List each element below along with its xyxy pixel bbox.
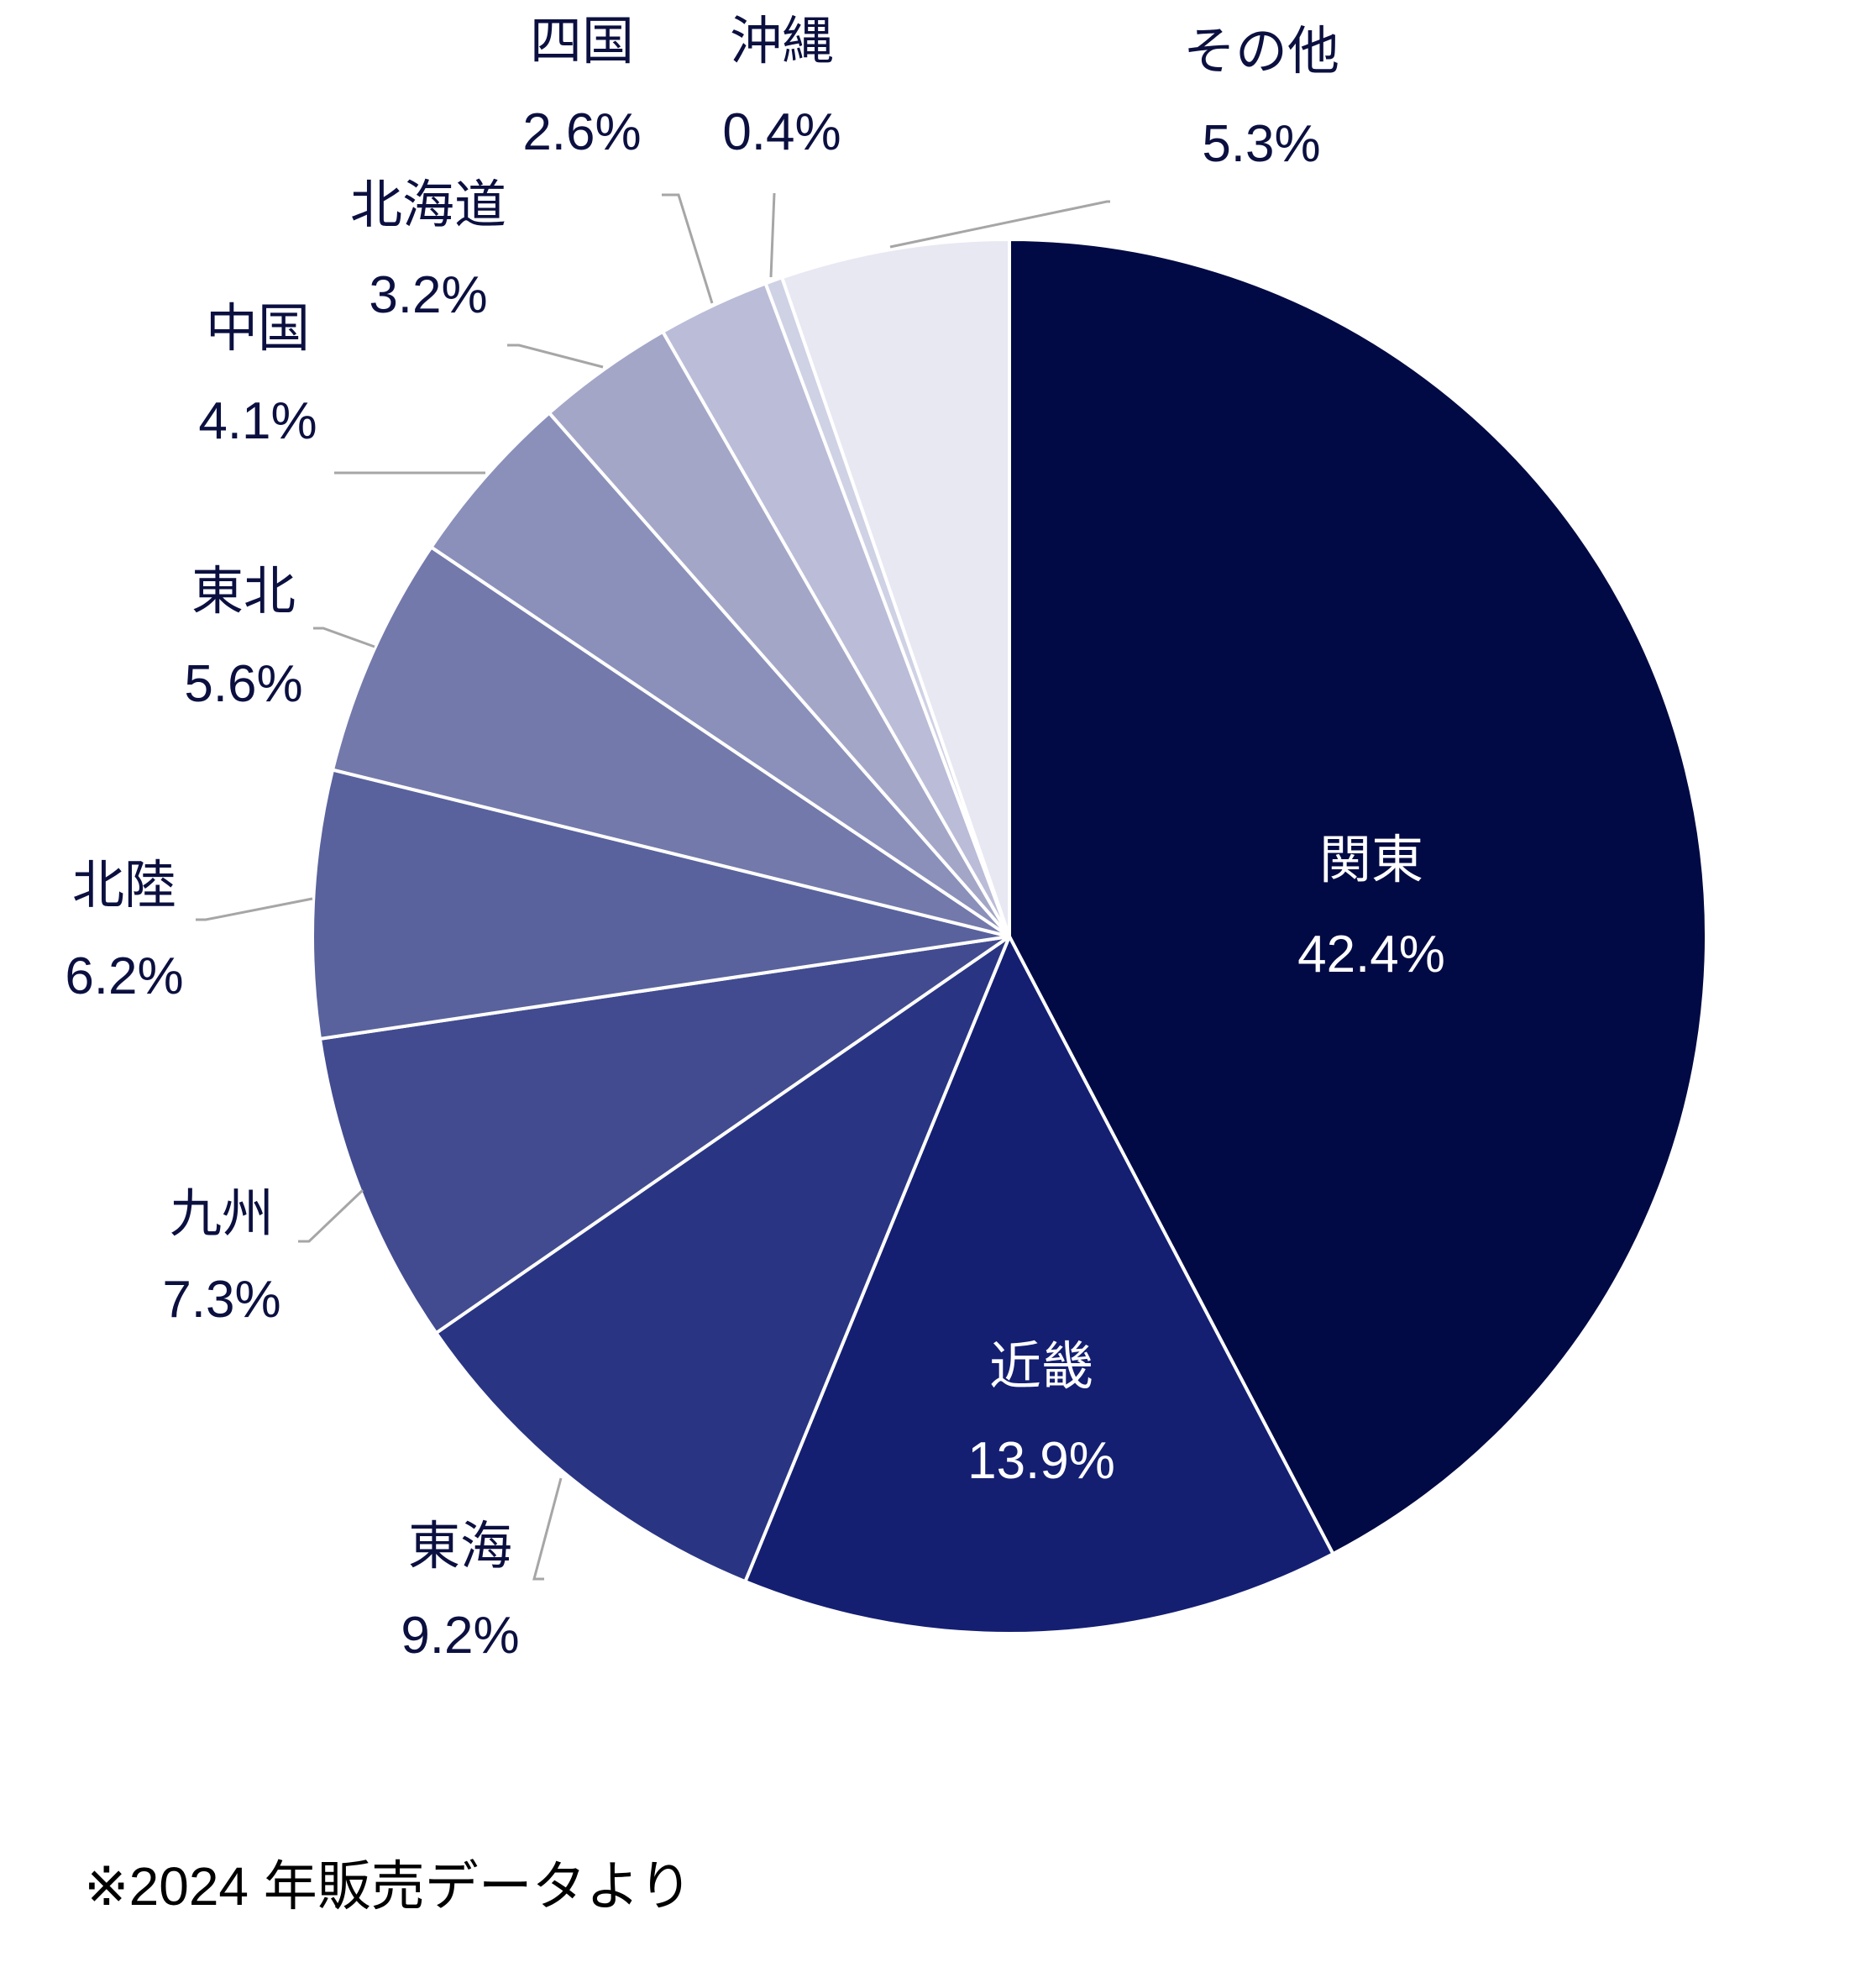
leader-lines — [196, 192, 1110, 1581]
slice-value-label: 5.6% — [184, 655, 302, 713]
slice-name-label: 近畿 — [989, 1338, 1093, 1396]
slice-name-label: 九州 — [170, 1185, 274, 1243]
slice-value-label: 4.1% — [198, 392, 317, 450]
slice-value-label: 6.2% — [65, 947, 183, 1005]
leader-line-8 — [507, 344, 604, 369]
slice-value-label: 0.4% — [722, 103, 841, 161]
leader-line-9 — [662, 193, 714, 304]
slice-value-label: 42.4% — [1297, 926, 1445, 984]
pie-slice-5 — [311, 768, 1011, 1041]
pie-slice-11 — [780, 238, 1011, 938]
slice-name-label: その他 — [1183, 23, 1339, 81]
slice-name-label: 関東 — [1319, 831, 1423, 889]
slice-value-label: 7.3% — [162, 1271, 280, 1329]
leader-line-5 — [196, 897, 313, 921]
pie-slice-7 — [429, 411, 1011, 938]
slice-value-label: 9.2% — [401, 1607, 519, 1665]
slice-name-label: 東海 — [408, 1518, 512, 1576]
leader-line-3 — [532, 1477, 563, 1581]
slice-value-label: 5.3% — [1202, 115, 1320, 173]
leader-line-6 — [313, 627, 375, 648]
slice-name-label: 沖縄 — [730, 13, 834, 71]
pie-slice-3 — [434, 935, 1011, 1584]
leader-line-4 — [298, 1188, 364, 1243]
slice-name-label: 北陸 — [72, 857, 176, 915]
slice-name-label: 東北 — [191, 563, 296, 621]
leader-line-11 — [889, 200, 1110, 249]
pie-slice-2 — [743, 935, 1335, 1635]
pie-slices — [311, 238, 1708, 1635]
pie-slice-6 — [331, 545, 1011, 938]
pie-slice-1 — [1008, 238, 1708, 1556]
slice-value-label: 3.2% — [369, 266, 487, 324]
leader-line-10 — [769, 192, 776, 278]
slice-labels: 関東 42.4% 近畿 13.9% 東海 9.2% 九州 7.3% 北陸 6.2% 東北 5.6% 中国… — [65, 13, 1445, 1665]
slice-value-label: 2.6% — [522, 103, 641, 161]
slice-name-label: 中国 — [206, 300, 310, 358]
slice-name-label: 北海道 — [350, 176, 506, 234]
slice-name-label: 四国 — [530, 13, 634, 71]
slice-value-label: 13.9% — [967, 1432, 1115, 1490]
footnote: ※2024 年販売データより — [84, 1856, 693, 1917]
